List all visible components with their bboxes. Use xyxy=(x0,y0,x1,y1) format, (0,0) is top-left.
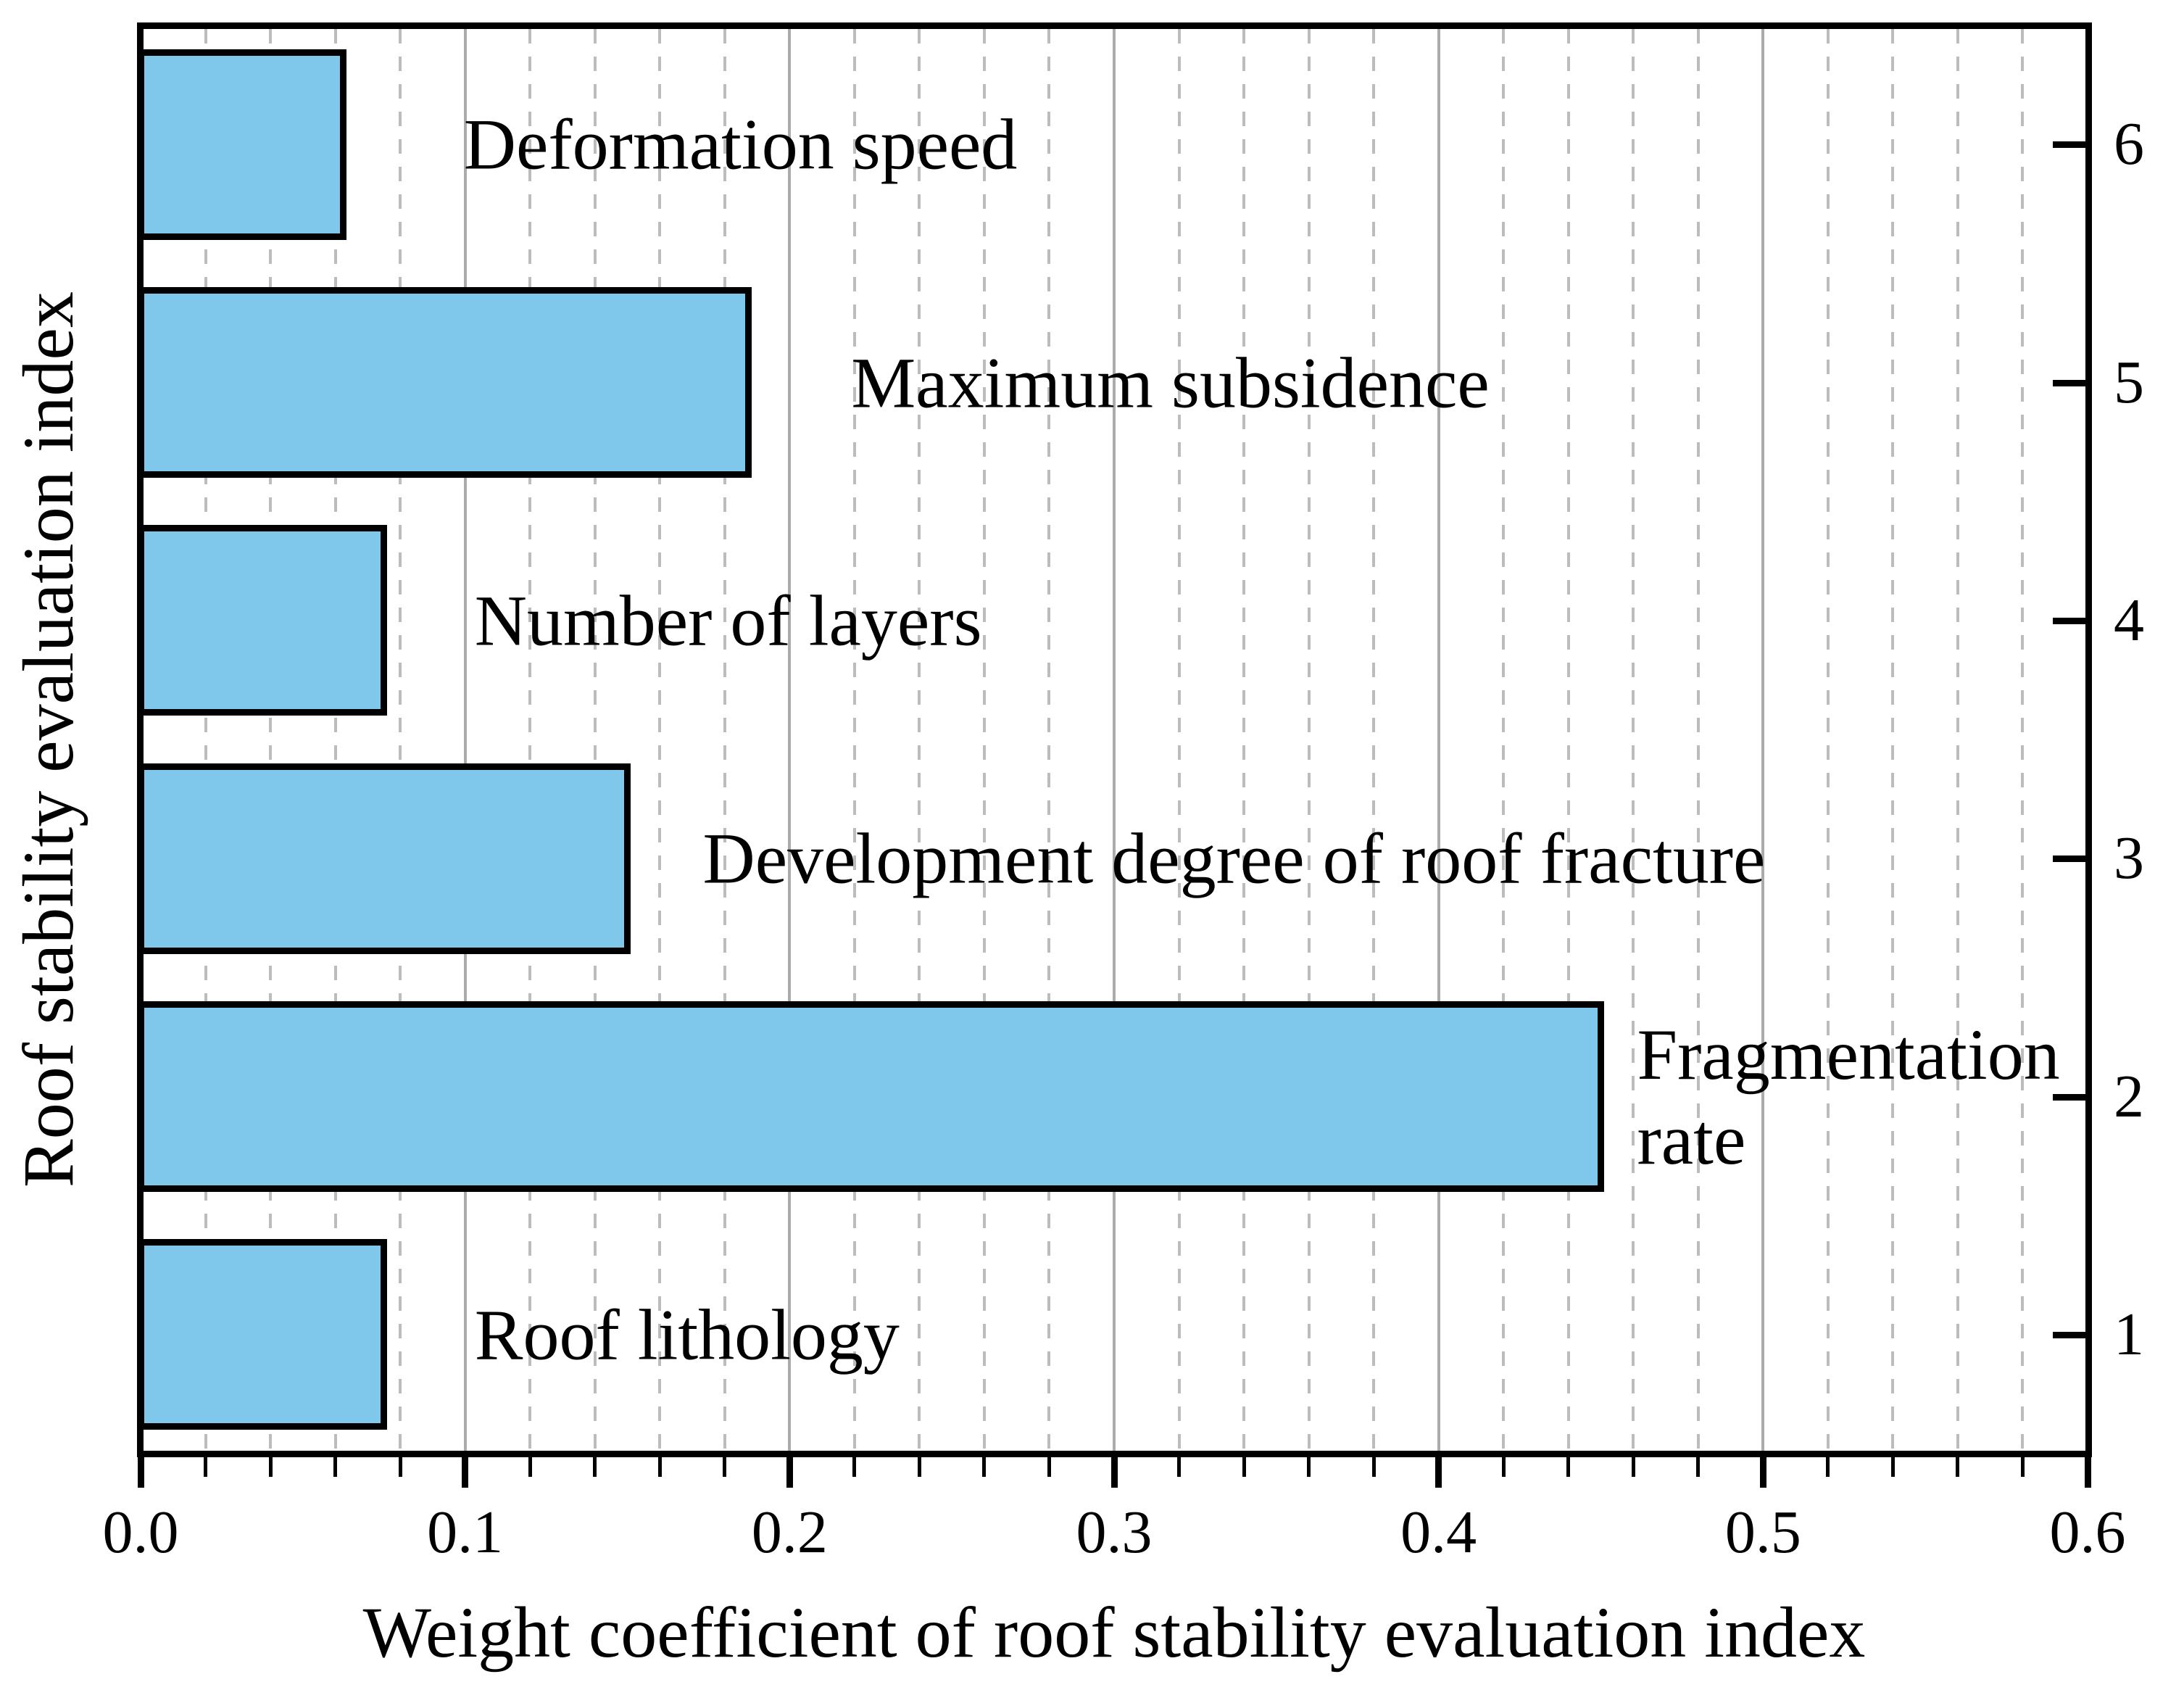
x-axis-minor-tick xyxy=(2020,1457,2025,1477)
x-axis-major-tick xyxy=(2084,1457,2091,1488)
x-axis-major-tick xyxy=(462,1457,469,1488)
x-axis-tick-label: 0.5 xyxy=(1724,1499,1801,1566)
gridline-minor xyxy=(399,29,402,1451)
bar-fragmentation-rate xyxy=(138,1001,1604,1192)
bar-roof-lithology xyxy=(138,1239,387,1430)
gridline-minor xyxy=(982,29,986,1451)
x-axis-minor-tick xyxy=(1631,1457,1635,1477)
x-axis-tick-label: 0.2 xyxy=(751,1499,828,1566)
x-axis-minor-tick xyxy=(1696,1457,1701,1477)
bar-label: Development degree of roof fracture xyxy=(702,818,1766,899)
x-axis-minor-tick xyxy=(1307,1457,1311,1477)
right-axis-tick xyxy=(2053,856,2085,863)
gridline-minor xyxy=(269,29,273,1451)
x-axis-minor-tick xyxy=(593,1457,597,1477)
x-axis-minor-tick xyxy=(398,1457,402,1477)
gridline-minor xyxy=(1502,29,1506,1451)
x-axis-minor-tick xyxy=(852,1457,857,1477)
gridline-minor xyxy=(1826,29,1830,1451)
gridline-minor xyxy=(204,29,207,1451)
gridline-minor xyxy=(1891,29,1895,1451)
x-axis-major-tick xyxy=(1435,1457,1442,1488)
plot-frame xyxy=(137,22,2092,1457)
x-axis-minor-tick xyxy=(1566,1457,1571,1477)
bar-label: Number of layers xyxy=(474,580,982,661)
gridline-minor xyxy=(1372,29,1376,1451)
x-axis-minor-tick xyxy=(1177,1457,1182,1477)
x-axis-minor-tick xyxy=(1501,1457,1506,1477)
x-axis-minor-tick xyxy=(723,1457,727,1477)
right-axis-tick-label: 6 xyxy=(2114,110,2144,178)
gridline-minor xyxy=(1047,29,1051,1451)
gridline-minor xyxy=(723,29,726,1451)
x-axis-major-tick xyxy=(1759,1457,1766,1488)
x-axis-tick-label: 0.1 xyxy=(427,1499,504,1566)
x-axis-minor-tick xyxy=(917,1457,921,1477)
bar-development-degree-of-roof-fracture xyxy=(138,763,631,954)
right-axis-tick xyxy=(2053,1093,2085,1101)
right-axis-tick xyxy=(2053,141,2085,149)
gridline-minor xyxy=(1307,29,1311,1451)
right-axis-tick-label: 3 xyxy=(2114,824,2144,892)
x-axis-minor-tick xyxy=(1890,1457,1895,1477)
gridline-minor xyxy=(528,29,532,1451)
y-axis-title: Roof stability evaluation index xyxy=(8,291,88,1188)
x-axis-minor-tick xyxy=(1047,1457,1051,1477)
x-axis-minor-tick xyxy=(1371,1457,1376,1477)
x-axis-tick-label: 0.3 xyxy=(1076,1499,1153,1566)
bar-label: Deformation speed xyxy=(463,104,1018,185)
gridline-major xyxy=(463,29,467,1451)
right-axis-tick-label: 2 xyxy=(2114,1062,2144,1130)
right-axis-tick xyxy=(2053,617,2085,624)
x-axis-minor-tick xyxy=(333,1457,338,1477)
x-axis-tick-label: 0.0 xyxy=(102,1499,179,1566)
gridline-minor xyxy=(333,29,337,1451)
gridline-minor xyxy=(1632,29,1635,1451)
x-axis-major-tick xyxy=(1110,1457,1118,1488)
gridline-minor xyxy=(658,29,662,1451)
x-axis-minor-tick xyxy=(204,1457,208,1477)
x-axis-major-tick xyxy=(137,1457,144,1488)
right-axis-tick-label: 5 xyxy=(2114,348,2144,416)
x-axis-tick-label: 0.6 xyxy=(2049,1499,2126,1566)
x-axis-minor-tick xyxy=(528,1457,532,1477)
x-axis-tick-label: 0.4 xyxy=(1400,1499,1477,1566)
gridline-major xyxy=(788,29,792,1451)
gridline-minor xyxy=(918,29,921,1451)
x-axis-minor-tick xyxy=(1242,1457,1246,1477)
x-axis-minor-tick xyxy=(657,1457,662,1477)
x-axis-minor-tick xyxy=(268,1457,273,1477)
bar-maximum-subsidence xyxy=(138,287,752,478)
gridline-minor xyxy=(1566,29,1570,1451)
right-axis-tick xyxy=(2053,1331,2085,1338)
gridline-major xyxy=(1761,29,1765,1451)
x-axis-minor-tick xyxy=(1956,1457,1960,1477)
gridline-major xyxy=(1113,29,1116,1451)
gridline-minor xyxy=(1696,29,1700,1451)
right-axis-tick xyxy=(2053,379,2085,386)
bar-label: Fragmentation rate xyxy=(1637,1014,2060,1180)
gridline-minor xyxy=(593,29,597,1451)
gridline-minor xyxy=(2021,29,2025,1451)
x-axis-minor-tick xyxy=(1826,1457,1830,1477)
bar-label: Maximum subsidence xyxy=(851,342,1490,423)
right-axis-tick-label: 1 xyxy=(2114,1300,2144,1368)
x-axis-minor-tick xyxy=(982,1457,987,1477)
x-axis-title: Weight coefficient of roof stability eva… xyxy=(362,1592,1866,1673)
x-axis-major-tick xyxy=(786,1457,793,1488)
gridline-minor xyxy=(1177,29,1181,1451)
bar-number-of-layers xyxy=(138,525,387,716)
bar-deformation-speed xyxy=(138,49,346,240)
gridline-minor xyxy=(1242,29,1246,1451)
gridline-major xyxy=(1437,29,1440,1451)
gridline-minor xyxy=(1956,29,1959,1451)
right-axis-tick-label: 4 xyxy=(2114,586,2144,654)
bar-label: Roof lithology xyxy=(474,1294,900,1375)
gridline-minor xyxy=(852,29,856,1451)
